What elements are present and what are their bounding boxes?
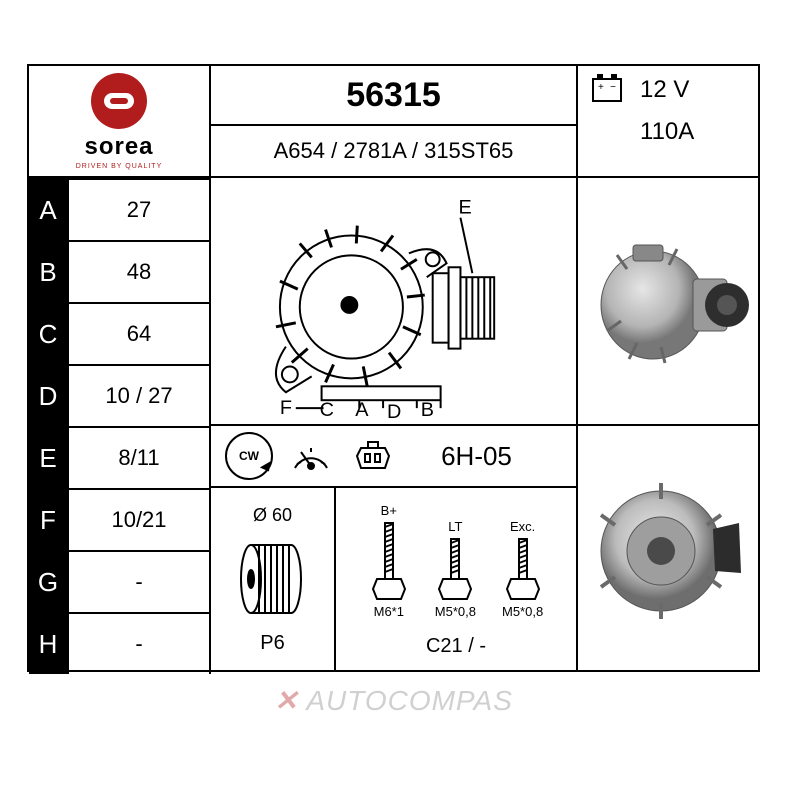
product-photo-front	[576, 426, 760, 672]
code-row: CW 6	[211, 426, 576, 488]
dim-letter-a: A	[29, 178, 69, 240]
cross-references: A654 / 2781A / 315ST65	[211, 126, 576, 178]
bolt-icon	[435, 537, 475, 601]
dim-letter-d: D	[29, 364, 69, 426]
callout-c: C	[320, 399, 334, 421]
dim-value-a: 27	[69, 178, 211, 240]
connector-code: 6H-05	[397, 441, 576, 472]
callout-f: F	[280, 397, 292, 419]
connector-icon	[349, 432, 397, 480]
terminal-label-top: LT	[448, 519, 462, 534]
battery-icon: +−	[592, 78, 622, 102]
terminal-label-top: B+	[381, 503, 397, 518]
pulley-diameter: Ø 60	[253, 505, 292, 526]
watermark: ✕ AUTOCOMPAS	[0, 684, 787, 717]
brand-cell: sorea DRIVEN BY QUALITY	[29, 66, 211, 178]
dim-letter-e: E	[29, 426, 69, 488]
dim-letter-c: C	[29, 302, 69, 364]
pulley-cell: Ø 60 P6	[211, 488, 336, 672]
gauge-icon	[287, 432, 335, 480]
electrical-cell: +− 12 V 110A	[576, 66, 760, 178]
part-number: 56315	[211, 66, 576, 126]
terminal-thread: M5*0,8	[502, 604, 543, 619]
amperage: 110A	[640, 118, 746, 146]
bolt-icon	[503, 537, 543, 601]
dim-value-b: 48	[69, 240, 211, 302]
terminal-thread: M6*1	[374, 604, 404, 619]
dim-value-f: 10/21	[69, 488, 211, 550]
terminal-2: Exc. M5*0,8	[502, 519, 543, 619]
pulley-grooves: P6	[260, 632, 284, 655]
terminal-note: C21 / -	[426, 635, 486, 658]
terminal-label-top: Exc.	[510, 519, 535, 534]
bolt-icon	[369, 521, 409, 601]
terminal-1: LT M5*0,8	[435, 519, 476, 619]
dim-value-h: -	[69, 612, 211, 674]
dim-letter-g: G	[29, 550, 69, 612]
dimension-diagram: E F C A D B	[211, 178, 576, 426]
rotation-icon: CW	[225, 432, 273, 480]
callout-a: A	[355, 399, 369, 421]
terminals-cell: B+ M6*1 LT M5*0,8 Exc. M5*0,8 C21 / -	[336, 488, 576, 672]
voltage: 12 V	[640, 76, 689, 104]
dim-letter-h: H	[29, 612, 69, 674]
terminal-0: B+ M6*1	[369, 503, 409, 619]
datasheet: sorea DRIVEN BY QUALITY 56315 A654 / 278…	[27, 64, 760, 672]
dim-letter-f: F	[29, 488, 69, 550]
rotation-label: CW	[239, 449, 259, 463]
callout-d: D	[387, 401, 401, 423]
callout-e: E	[458, 197, 471, 219]
terminal-thread: M5*0,8	[435, 604, 476, 619]
dim-value-e: 8/11	[69, 426, 211, 488]
callout-b: B	[421, 399, 434, 421]
pulley-icon	[233, 534, 313, 624]
dim-letter-b: B	[29, 240, 69, 302]
dim-value-g: -	[69, 550, 211, 612]
page: sorea DRIVEN BY QUALITY 56315 A654 / 278…	[0, 0, 787, 787]
dim-value-d: 10 / 27	[69, 364, 211, 426]
product-photo-side	[576, 178, 760, 426]
brand-name: sorea	[84, 133, 153, 161]
brand-tagline: DRIVEN BY QUALITY	[76, 163, 163, 170]
brand-roundel-icon	[91, 73, 147, 129]
dim-value-c: 64	[69, 302, 211, 364]
